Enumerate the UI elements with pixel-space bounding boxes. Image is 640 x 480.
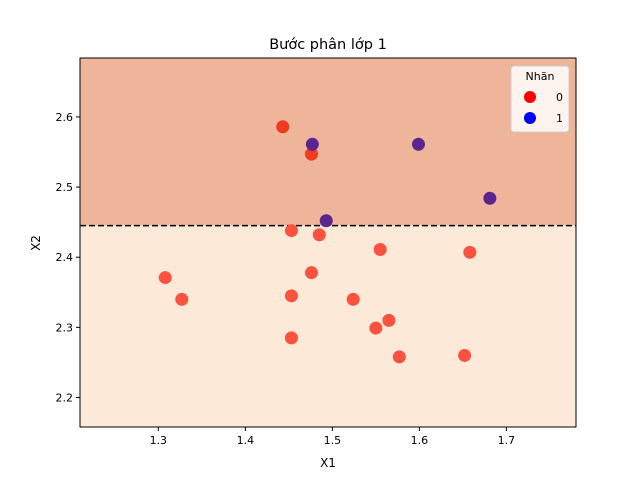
- x-axis-label: X1: [320, 456, 336, 470]
- x-tick-label: 1.7: [498, 434, 516, 447]
- legend-marker-1: [524, 112, 536, 124]
- x-tick-label: 1.6: [411, 434, 429, 447]
- y-tick-label: 2.4: [56, 251, 74, 264]
- y-axis-label: X2: [29, 235, 43, 251]
- decision-region-1: [80, 225, 576, 427]
- data-point-10: [158, 271, 172, 285]
- decision-region-0: [80, 58, 576, 226]
- y-tick-label: 2.2: [56, 392, 74, 405]
- y-tick-label: 2.5: [56, 181, 74, 194]
- x-tick-label: 1.5: [324, 434, 342, 447]
- x-tick-label: 1.4: [237, 434, 255, 447]
- data-point-16: [369, 321, 383, 335]
- y-tick-label: 2.3: [56, 321, 74, 334]
- data-point-15: [382, 313, 396, 327]
- chart-title: Bước phân lớp 1: [269, 37, 387, 53]
- data-point-4: [483, 191, 497, 205]
- data-point-14: [346, 292, 360, 306]
- plot-area: 1.3 1.4 1.5 1.6 1.7 2.2 2.3 2.4 2.5 2.6: [56, 57, 577, 447]
- data-point-8: [373, 243, 387, 257]
- data-point-6: [284, 224, 298, 238]
- data-point-18: [392, 350, 406, 364]
- data-point-9: [463, 245, 477, 259]
- legend-marker-0: [524, 91, 536, 103]
- data-point-11: [304, 266, 318, 280]
- data-point-3: [411, 137, 425, 151]
- data-point-2: [305, 137, 319, 151]
- x-tick-label: 1.3: [150, 434, 168, 447]
- data-point-13: [284, 289, 298, 303]
- y-tick-label: 2.6: [56, 111, 74, 124]
- data-point-5: [319, 214, 333, 228]
- data-point-17: [284, 331, 298, 345]
- data-point-1: [304, 147, 318, 161]
- legend-title: Nhãn: [526, 70, 555, 83]
- data-point-7: [312, 228, 326, 242]
- axes-frame: [79, 57, 577, 428]
- data-point-12: [175, 292, 189, 306]
- legend-label-0: 0: [556, 91, 563, 104]
- legend-label-1: 1: [556, 112, 563, 125]
- data-point-19: [458, 348, 472, 362]
- data-point-0: [276, 120, 290, 134]
